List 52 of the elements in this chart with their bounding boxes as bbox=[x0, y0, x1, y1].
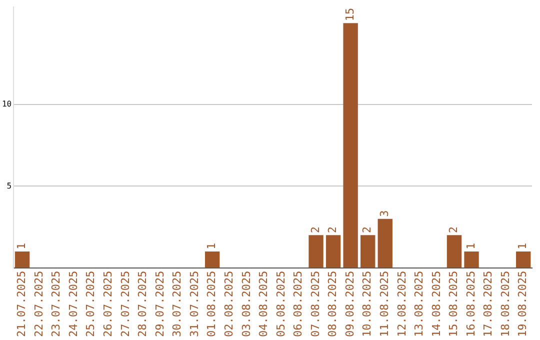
bar bbox=[14, 251, 30, 268]
data-label: 1 bbox=[516, 242, 530, 250]
x-tick-label: 23.07.2025 bbox=[50, 270, 63, 338]
bar bbox=[360, 235, 376, 268]
x-tick-label: 24.07.2025 bbox=[66, 270, 80, 338]
x-tick-label: 26.07.2025 bbox=[102, 270, 115, 338]
x-tick-label: 21.07.2025 bbox=[15, 270, 28, 338]
bar bbox=[516, 251, 531, 268]
x-tick-label: 22.07.2025 bbox=[32, 270, 46, 338]
data-label: 1 bbox=[15, 242, 28, 250]
x-tick-label: 05.08.2025 bbox=[274, 270, 288, 338]
y-tick-label: 10 bbox=[2, 100, 12, 109]
x-tick-label: 19.08.2025 bbox=[516, 270, 530, 338]
x-tick-label: 25.07.2025 bbox=[84, 270, 98, 338]
data-label: 2 bbox=[326, 226, 340, 234]
x-tick-label: 03.08.2025 bbox=[240, 270, 253, 338]
data-label: 1 bbox=[205, 242, 218, 250]
data-label: 15 bbox=[343, 8, 356, 22]
x-tick-label: 08.08.2025 bbox=[326, 270, 340, 338]
x-tick-label: 07.08.2025 bbox=[308, 270, 322, 338]
y-tick-label: 5 bbox=[6, 181, 12, 190]
bar bbox=[204, 251, 220, 268]
x-tick-label: 09.08.2025 bbox=[343, 270, 356, 338]
data-label: 2 bbox=[360, 226, 374, 234]
bar bbox=[326, 235, 341, 268]
x-tick-label: 17.08.2025 bbox=[482, 270, 495, 338]
x-tick-label: 10.08.2025 bbox=[360, 270, 374, 338]
data-label: 3 bbox=[378, 210, 391, 217]
x-tick-label: 12.08.2025 bbox=[395, 270, 408, 338]
bar bbox=[308, 235, 324, 268]
x-tick-label: 06.08.2025 bbox=[292, 270, 305, 338]
x-tick-label: 31.07.2025 bbox=[188, 270, 201, 338]
data-label: 2 bbox=[447, 226, 460, 234]
x-tick-label: 16.08.2025 bbox=[464, 270, 478, 338]
x-tick-label: 29.07.2025 bbox=[153, 270, 166, 338]
x-tick-label: 18.08.2025 bbox=[498, 270, 512, 338]
x-tick-label: 28.07.2025 bbox=[136, 270, 150, 338]
data-label: 1 bbox=[464, 242, 478, 250]
x-tick-label: 30.07.2025 bbox=[170, 270, 184, 338]
data-label: 2 bbox=[308, 226, 322, 234]
x-tick-label: 04.08.2025 bbox=[257, 270, 270, 338]
bar bbox=[378, 218, 392, 268]
x-tick-label: 01.08.2025 bbox=[205, 270, 218, 338]
x-tick-label: 27.07.2025 bbox=[118, 270, 132, 338]
bar bbox=[343, 23, 358, 268]
bar bbox=[446, 235, 462, 268]
x-tick-label: 13.08.2025 bbox=[412, 270, 426, 338]
x-tick-label: 02.08.2025 bbox=[222, 270, 236, 338]
x-tick-label: 14.08.2025 bbox=[430, 270, 443, 338]
bar bbox=[464, 251, 479, 268]
x-tick-label: 15.08.2025 bbox=[447, 270, 460, 338]
x-tick-label: 11.08.2025 bbox=[378, 270, 391, 338]
